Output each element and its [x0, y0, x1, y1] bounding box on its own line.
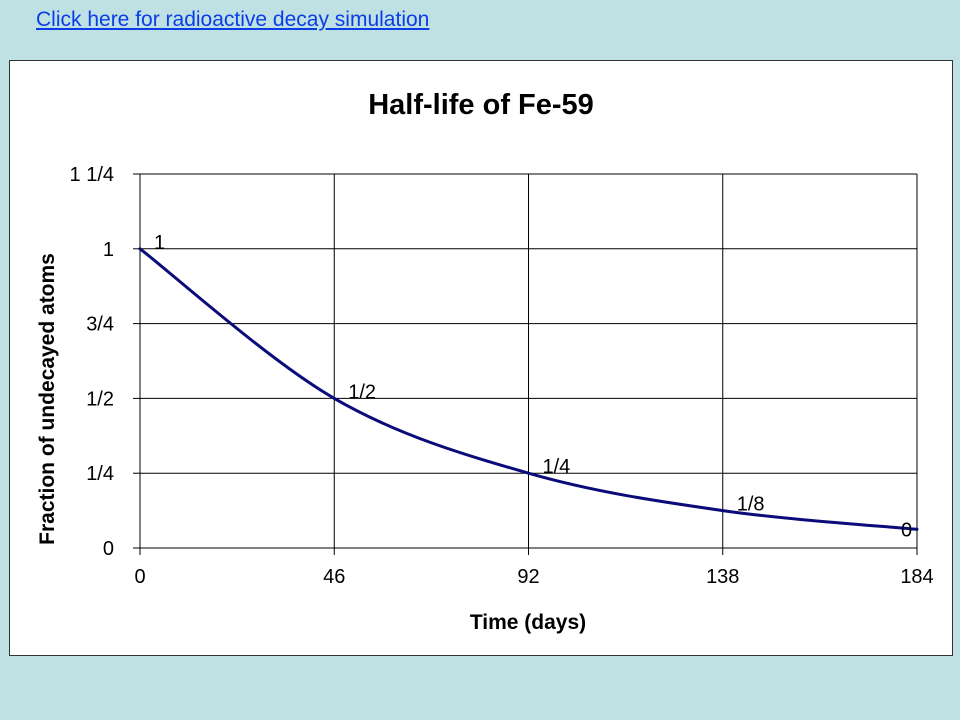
y-tick-label-3: 3/4: [86, 314, 114, 336]
y-tick-label-5: 1 1/4: [70, 164, 114, 186]
data-point-2: [527, 471, 530, 475]
y-tick-label-2: 1/2: [86, 388, 114, 410]
plot-layer: [138, 247, 919, 531]
y-tick-label-0: 0: [103, 538, 114, 560]
y-axis-label: Fraction of undecayed atoms: [36, 253, 59, 545]
half-life-chart: Half-life of Fe-59 0 1/4 1/2 3/4 1 1 1/4 0 46 92…: [36, 89, 934, 634]
radioactive-decay-simulation-link[interactable]: Click here for radioactive decay simulat…: [36, 8, 430, 31]
x-tick-label-2: 92: [517, 566, 539, 588]
chart-title: Half-life of Fe-59: [368, 89, 594, 121]
data-point-4: [915, 527, 919, 531]
chart-frame: Half-life of Fe-59 0 1/4 1/2 3/4 1 1 1/4 0 46 92…: [9, 60, 953, 656]
x-tick-label-4: 184: [900, 566, 933, 588]
data-label-4: 0: [901, 519, 912, 541]
data-label-0: 1: [154, 232, 165, 254]
y-tick-label-4: 1: [103, 239, 114, 261]
y-tick-label-1: 1/4: [86, 463, 114, 485]
x-axis-label: Time (days): [470, 611, 586, 634]
x-tick-label-3: 138: [706, 566, 739, 588]
data-point-3: [721, 509, 725, 513]
point-label-layer: 1 1/2 1/4 1/8 0: [154, 232, 912, 541]
grid-layer: [139, 173, 918, 549]
data-label-2: 1/4: [543, 456, 571, 478]
x-tick-label-1: 46: [323, 566, 345, 588]
x-tick-label-0: 0: [134, 566, 145, 588]
data-point-1: [332, 396, 336, 400]
data-label-1: 1/2: [348, 381, 376, 403]
tick-layer: 0 1/4 1/2 3/4 1 1 1/4 0 46 92 138 184: [70, 164, 934, 588]
data-label-3: 1/8: [737, 494, 765, 516]
